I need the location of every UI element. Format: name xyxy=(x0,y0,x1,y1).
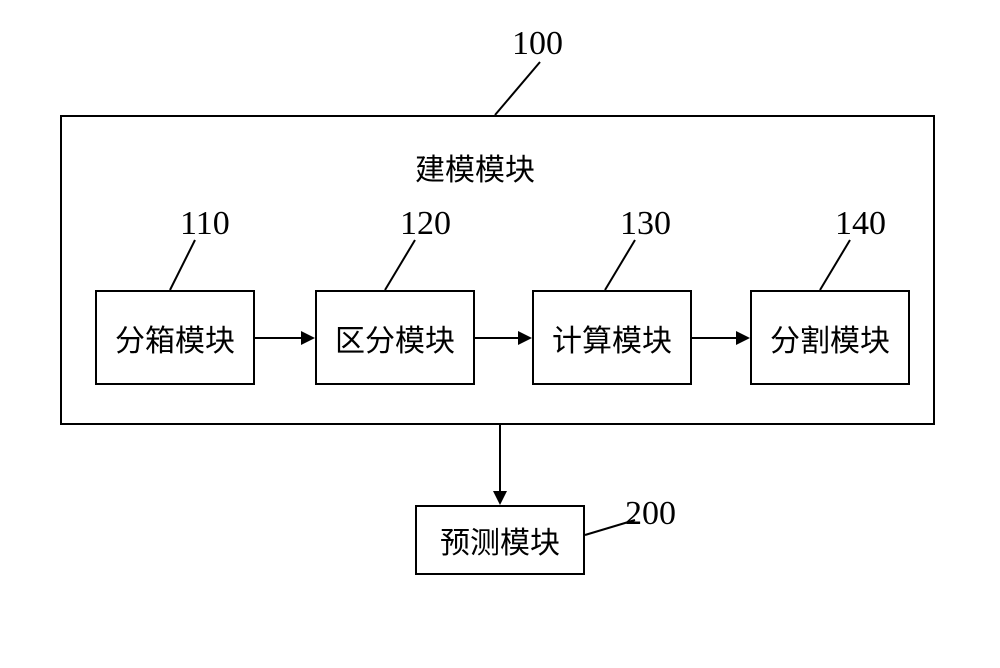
diagram-container: 建模模块 100 分箱模块 110 区分模块 120 计算模块 130 分割模块… xyxy=(0,0,1000,668)
box-split-ref: 140 xyxy=(835,205,886,243)
outer-box-ref: 100 xyxy=(512,25,563,63)
box-distinguish: 区分模块 xyxy=(315,290,475,385)
arrow-3-head xyxy=(736,331,750,345)
box-predict-ref: 200 xyxy=(625,495,676,533)
box-binning-label: 分箱模块 xyxy=(115,316,235,360)
box-calculate-label: 计算模块 xyxy=(552,316,672,360)
box-distinguish-ref: 120 xyxy=(400,205,451,243)
arrow-1-line xyxy=(255,337,303,339)
box-predict: 预测模块 xyxy=(415,505,585,575)
arrow-3-line xyxy=(692,337,738,339)
box-calculate-ref: 130 xyxy=(620,205,671,243)
box-binning: 分箱模块 xyxy=(95,290,255,385)
box-binning-ref: 110 xyxy=(180,205,230,243)
box-split-label: 分割模块 xyxy=(770,316,890,360)
box-predict-label: 预测模块 xyxy=(440,518,560,562)
arrow-2-line xyxy=(475,337,520,339)
box-distinguish-label: 区分模块 xyxy=(335,316,455,360)
arrow-2-head xyxy=(518,331,532,345)
arrow-1-head xyxy=(301,331,315,345)
arrow-4-head xyxy=(493,491,507,505)
box-calculate: 计算模块 xyxy=(532,290,692,385)
outer-box-title: 建模模块 xyxy=(415,145,535,189)
arrow-4-line xyxy=(499,425,501,493)
box-split: 分割模块 xyxy=(750,290,910,385)
